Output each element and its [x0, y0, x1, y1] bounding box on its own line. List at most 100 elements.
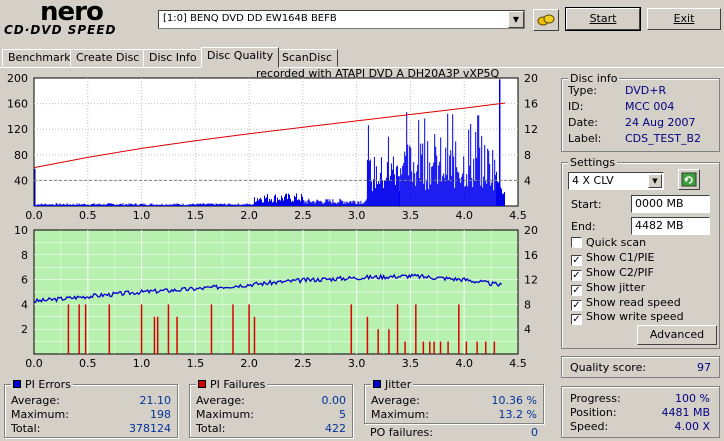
- settings-title: Settings: [568, 156, 618, 169]
- show-c1-checkbox[interactable]: ✓ Show C1/PIE: [571, 251, 655, 266]
- logo-product: CD·DVD SPEED: [4, 23, 117, 37]
- exit-button[interactable]: Exit: [647, 8, 721, 30]
- disc-quality-chart: recorded with ATAPI DVD A DH20A3P vXP5Q 2…: [7, 67, 538, 370]
- x-tick-label: 2.5: [294, 357, 312, 370]
- y2-tick-label: 8: [524, 149, 531, 162]
- pi-failures-maximum: 5: [339, 408, 346, 421]
- speed-value: 4.00 X: [674, 420, 710, 433]
- drive-select[interactable]: [1:0] BENQ DVD DD EW164B BEFB ▼: [158, 10, 525, 29]
- progress-label: Progress:: [570, 392, 621, 405]
- checkmark-icon: ✓: [571, 314, 582, 325]
- y-tick-label: 160: [7, 98, 28, 111]
- po-failures-value: 0: [531, 426, 538, 439]
- disc-date: 24 Aug 2007: [625, 116, 696, 129]
- tab-disc-quality[interactable]: Disc Quality: [201, 47, 280, 68]
- pi-failures-color-icon: [198, 380, 206, 388]
- end-label: End:: [571, 220, 596, 233]
- start-input[interactable]: 0000 MB: [631, 195, 710, 213]
- y2-tick-label: 12: [524, 274, 538, 287]
- show-read-speed-checkbox[interactable]: ✓ Show read speed: [571, 296, 681, 311]
- x-tick-label: 4.5: [509, 357, 527, 370]
- refresh-icon: [681, 172, 697, 187]
- quality-score-label: Quality score:: [570, 361, 647, 374]
- quality-score-panel: Quality score: 97: [561, 356, 720, 378]
- checkmark-icon: ✓: [571, 285, 582, 296]
- x-tick-label: 0.5: [79, 209, 97, 222]
- x-tick-label: 2.0: [240, 357, 258, 370]
- eject-button[interactable]: [533, 9, 559, 31]
- disc-info-panel: Disc info Type: DVD+R ID: MCC 004 Date: 24 …: [561, 72, 720, 152]
- y2-tick-label: 20: [524, 72, 538, 85]
- y-tick-label: 80: [14, 149, 28, 162]
- jitter-maximum-label: Maximum:: [371, 408, 429, 421]
- start-button[interactable]: Start: [565, 7, 641, 31]
- jitter-color-icon: [373, 380, 381, 388]
- show-c2-checkbox[interactable]: ✓ Show C2/PIF: [571, 266, 654, 281]
- refresh-button[interactable]: [678, 169, 700, 190]
- start-label: Start:: [571, 198, 602, 211]
- show-jitter-checkbox[interactable]: ✓ Show jitter: [571, 281, 646, 296]
- po-failures-row: PO failures: 0: [370, 426, 538, 440]
- progress-value: 100 %: [675, 392, 710, 405]
- pi-errors-maximum-label: Maximum:: [11, 408, 69, 421]
- checkbox-icon: [571, 237, 582, 248]
- tab-bar: Benchmark Create Disc Disc Info Disc Qua…: [2, 47, 362, 68]
- jitter-title: Jitter: [371, 378, 414, 391]
- x-tick-label: 4.0: [455, 209, 473, 222]
- y2-tick-label: 12: [524, 123, 538, 136]
- po-failures-label: PO failures:: [370, 426, 433, 439]
- pi-errors-average: 21.10: [139, 394, 172, 407]
- pi-errors-total: 378124: [129, 422, 171, 435]
- disc-id-label: ID:: [568, 100, 584, 113]
- disc-date-label: Date:: [568, 116, 598, 129]
- speed-select[interactable]: 4 X CLV ▼: [568, 172, 664, 190]
- tab-benchmark[interactable]: Benchmark: [2, 49, 77, 67]
- tab-scandisc[interactable]: ScanDisc: [276, 49, 339, 67]
- read-speed-line: [33, 102, 506, 169]
- chevron-down-icon[interactable]: ▼: [508, 11, 524, 28]
- x-tick-label: 1.0: [133, 357, 151, 370]
- tab-create-disc[interactable]: Create Disc: [70, 49, 146, 67]
- x-tick-label: 1.5: [187, 357, 205, 370]
- jitter-maximum: 13.2 %: [498, 408, 537, 421]
- tab-disc-info[interactable]: Disc Info: [143, 49, 203, 67]
- checkmark-icon: ✓: [571, 300, 582, 311]
- x-tick-label: 0.0: [25, 357, 43, 370]
- disc-label-label: Label:: [568, 132, 602, 145]
- nero-logo: nero CD·DVD SPEED: [4, 0, 154, 41]
- disc-type: DVD+R: [625, 84, 667, 97]
- y-tick-label: 40: [14, 174, 28, 187]
- pi-failures-title: PI Failures: [196, 378, 268, 391]
- y-tick-label: 120: [7, 123, 28, 136]
- pi-failures-average: 0.00: [321, 394, 347, 407]
- disc-id: MCC 004: [625, 100, 675, 113]
- y2-tick-label: 8: [524, 298, 531, 311]
- y-tick-label: 8: [21, 249, 28, 262]
- pi-errors-average-label: Average:: [11, 394, 60, 407]
- chevron-down-icon[interactable]: ▼: [648, 174, 662, 188]
- x-tick-label: 3.5: [402, 357, 420, 370]
- pi-failures-total-label: Total:: [196, 422, 226, 435]
- y-tick-label: 6: [21, 274, 28, 287]
- pi-errors-box: PI Errors Average: 21.10 Maximum: 198 Tota…: [4, 378, 178, 438]
- x-tick-label: 3.0: [348, 357, 366, 370]
- jitter-average-label: Average:: [371, 394, 420, 407]
- progress-panel: Progress: 100 % Position: 4481 MB Speed: 4.…: [561, 386, 720, 438]
- x-tick-label: 4.0: [455, 357, 473, 370]
- y-tick-label: 4: [21, 298, 28, 311]
- x-tick-label: 2.5: [294, 209, 312, 222]
- y2-tick-label: 4: [524, 174, 531, 187]
- eject-icon: [537, 14, 555, 26]
- pi-failures-maximum-label: Maximum:: [196, 408, 254, 421]
- show-write-speed-checkbox[interactable]: ✓ Show write speed: [571, 310, 684, 325]
- advanced-button[interactable]: Advanced: [637, 325, 717, 345]
- x-tick-label: 3.0: [348, 209, 366, 222]
- speed-select-value: 4 X CLV: [572, 174, 614, 187]
- y-tick-label: 200: [7, 72, 28, 85]
- x-tick-label: 0.5: [79, 357, 97, 370]
- end-input[interactable]: 4482 MB: [631, 217, 710, 235]
- quick-scan-checkbox[interactable]: Quick scan: [571, 236, 646, 250]
- pi-failures-box: PI Failures Average: 0.00 Maximum: 5 Total…: [189, 378, 353, 438]
- disc-type-label: Type:: [568, 84, 597, 97]
- checkmark-icon: ✓: [571, 255, 582, 266]
